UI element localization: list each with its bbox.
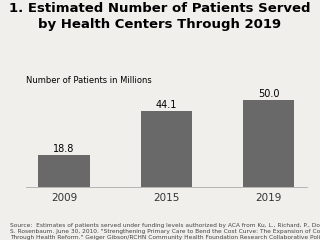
Text: Source:  Estimates of patients served under funding levels authorized by ACA fro: Source: Estimates of patients served und… [10, 223, 320, 240]
Text: 50.0: 50.0 [258, 90, 280, 99]
Bar [38, 155, 90, 187]
Text: 1. Estimated Number of Patients Served
by Health Centers Through 2019: 1. Estimated Number of Patients Served b… [9, 2, 311, 31]
Bar [243, 100, 294, 187]
Text: Number of Patients in Millions: Number of Patients in Millions [26, 76, 151, 85]
Bar [141, 111, 192, 187]
Text: 18.8: 18.8 [53, 144, 75, 154]
Text: 44.1: 44.1 [156, 100, 177, 110]
